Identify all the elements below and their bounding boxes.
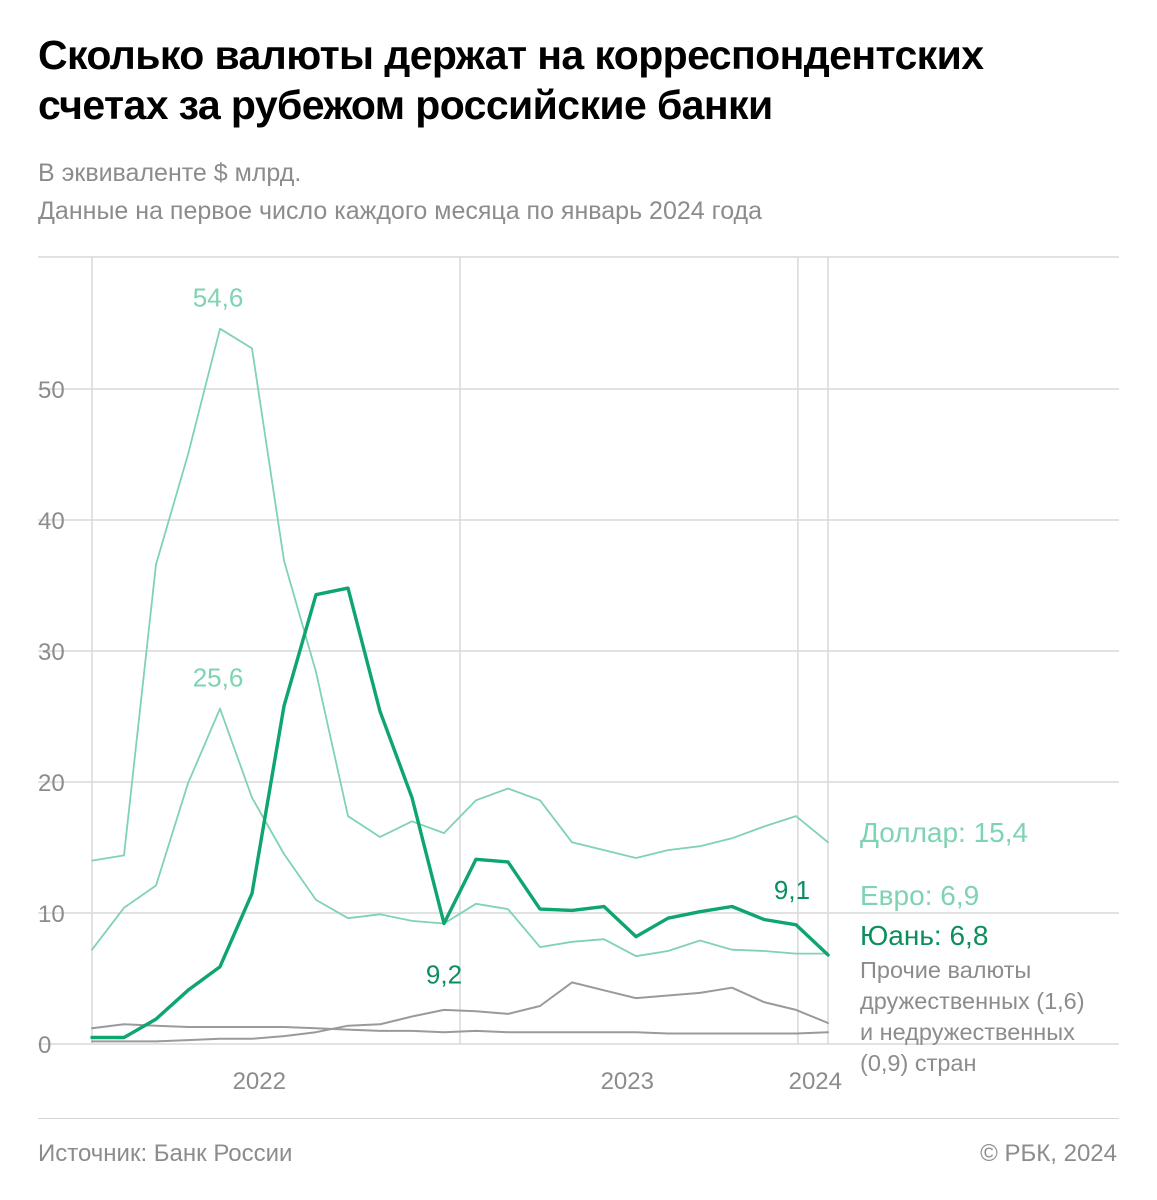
series-line-yuan bbox=[90, 586, 830, 1040]
subtitle-note: Данные на первое число каждого месяца по… bbox=[38, 197, 763, 225]
source-note: Источник: Банк России bbox=[38, 1140, 293, 1167]
chart-title-line-2: счетах за рубежом российские банки bbox=[38, 82, 773, 128]
data-label-yuan-22: 9,1 bbox=[774, 875, 810, 905]
x-tick-label-2024: 2024 bbox=[789, 1068, 842, 1095]
legend-label-other-line-1: Прочие валюты bbox=[860, 957, 1031, 983]
legend-label-dollar: Доллар: 15,4 bbox=[860, 817, 1028, 848]
y-tick-label-10: 10 bbox=[38, 901, 65, 928]
subtitle-unit: В эквиваленте $ млрд. bbox=[38, 159, 302, 187]
y-tick-label-20: 20 bbox=[38, 770, 65, 797]
chart-title-line-1: Сколько валюты держат на корреспондентск… bbox=[38, 32, 984, 78]
legend-label-yuan: Юань: 6,8 bbox=[860, 920, 988, 951]
series-line-friendly bbox=[91, 981, 829, 1043]
data-label-yuan-11: 9,2 bbox=[426, 959, 462, 989]
data-label-dollar-4: 54,6 bbox=[193, 283, 244, 313]
copyright: © РБК, 2024 bbox=[980, 1140, 1117, 1167]
y-tick-label-0: 0 bbox=[38, 1032, 51, 1059]
y-tick-label-50: 50 bbox=[38, 377, 65, 404]
footer-divider bbox=[38, 1118, 1119, 1119]
legend-label-other-line-3: и недружественных bbox=[860, 1019, 1075, 1045]
x-tick-label-2022: 2022 bbox=[233, 1068, 286, 1095]
legend-label-other-line-4: (0,9) стран bbox=[860, 1050, 976, 1076]
legend-label-other-line-2: дружественных (1,6) bbox=[860, 988, 1085, 1014]
series-line-unfriendly bbox=[91, 1023, 829, 1035]
chart-title: Сколько валюты держат на корреспондентск… bbox=[38, 30, 1138, 130]
y-tick-label-30: 30 bbox=[38, 639, 65, 666]
x-tick-label-2023: 2023 bbox=[601, 1068, 654, 1095]
legend-label-euro: Евро: 6,9 bbox=[860, 880, 979, 911]
series-line-dollar bbox=[91, 327, 829, 862]
data-label-euro-4: 25,6 bbox=[193, 663, 244, 693]
series-line-euro bbox=[91, 707, 829, 958]
chart-subtitle: В эквиваленте $ млрд. Данные на первое ч… bbox=[38, 154, 1138, 230]
y-tick-label-40: 40 bbox=[38, 508, 65, 535]
